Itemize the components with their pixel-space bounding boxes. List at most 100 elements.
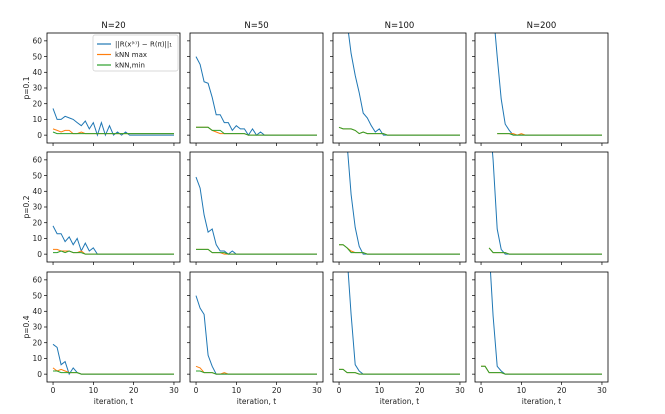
subplot-p=0.4-N=50: 0 10 20 30 iteration, t [187,271,324,406]
axes-frame [189,271,324,383]
x-axis-label: iteration, t [380,397,419,406]
x-axis-label: iteration, t [237,397,276,406]
series-line-kNN,min [339,368,460,375]
subplot-p=0.1-N=200: N=200 [472,21,609,146]
x-tick-label: 30 [169,386,179,395]
subplot-p=0.1-N=50: N=50 [187,21,324,146]
series-group [339,272,460,375]
subplot-p=0.4-N=200: 0 10 20 30 iteration, t [472,271,609,406]
column-title: N=100 [385,21,415,31]
y-tick-label: 30 [32,84,42,93]
series-group [195,295,317,375]
y-tick-label: 20 [32,218,42,227]
row-label: p=0.2 [22,195,31,218]
y-tick-label: 10 [32,234,42,243]
x-tick-label: 20 [272,386,282,395]
series-line-kNN,min [196,248,317,255]
series-group [488,152,602,255]
series-line-kNN,min [488,247,602,255]
y-tick-label: 50 [32,52,42,61]
series-line-||R(x⁽ᵗ⁾)-−-R(π)||₁ [489,272,602,375]
y-tick-label: 30 [32,323,42,332]
y-tick-label: 30 [32,203,42,212]
series-group [52,108,174,137]
series-line-kNN,min [53,370,174,375]
axes-frame [474,271,609,383]
subplot-p=0.2-N=100 [330,151,467,265]
y-tick-label: 10 [32,115,42,124]
subplot-p=0.2-N=200 [472,151,609,265]
x-tick-label: 30 [455,386,465,395]
subplot-p=0.2-N=20: 0 10 20 30 40 50 60 p=0.2 [22,151,181,265]
series-line-kNN,min [53,250,174,255]
x-tick-label: 10 [232,386,242,395]
series-group [52,225,174,255]
axes-frame [189,151,324,263]
y-tick-label: 60 [32,156,42,165]
legend-entry-label: kNN,min [115,62,145,70]
subplot-p=0.4-N=20: 0 10 20 30 0 10 20 30 40 50 60 p=0.4 iteration, t [22,271,181,406]
axes-frame [332,271,467,383]
subplot-p=0.1-N=20: 0 10 20 30 40 50 60 N=20 p=0.1 ||R(x⁽ᵗ⁾) − R(π)||… [22,21,181,146]
legend-entry-label: ||R(x⁽ᵗ⁾) − R(π)||₁ [115,41,172,49]
x-tick-label: 10 [517,386,527,395]
x-tick-label: 30 [597,386,607,395]
x-tick-label: 0 [479,386,484,395]
subplot-p=0.4-N=100: 0 10 20 30 iteration, t [330,271,467,406]
series-line-kNN-max [338,126,460,136]
series-line-||R(x⁽ᵗ⁾)-−-R(π)||₁ [52,225,174,255]
row-label: p=0.1 [22,76,31,99]
x-tick-label: 10 [375,386,385,395]
x-tick-label: 0 [194,386,199,395]
series-line-kNN-max [196,248,317,255]
y-tick-label: 10 [32,354,42,363]
legend-entry-label: kNN max [115,51,147,59]
series-line-kNN,min [481,365,602,375]
y-tick-label: 60 [32,37,42,46]
x-tick-label: 10 [89,386,99,395]
subplot-p=0.2-N=50 [187,151,324,265]
x-tick-label: 0 [51,386,56,395]
legend: ||R(x⁽ᵗ⁾) − R(π)||₁ kNN max kNN,min [92,34,179,72]
series-line-kNN,min [339,244,460,255]
series-line-||R(x⁽ᵗ⁾)-−-R(π)||₁ [347,272,460,375]
y-tick-label: 20 [32,99,42,108]
series-line-kNN-max [52,128,174,135]
axes-frame [474,32,609,144]
series-group [494,33,602,136]
y-tick-label: 50 [32,291,42,300]
x-tick-label: 20 [415,386,425,395]
x-axis-label: iteration, t [94,397,133,406]
axes-frame [46,151,181,263]
series-group [481,272,602,375]
series-group [52,343,174,376]
axes-frame [332,32,467,144]
y-tick-label: 20 [32,338,42,347]
series-group [195,176,317,255]
series-line-kNN,min [196,126,317,136]
series-line-kNN-max [196,126,317,136]
x-tick-label: 30 [312,386,322,395]
y-tick-label: 60 [32,276,42,285]
series-line-||R(x⁽ᵗ⁾)-−-R(π)||₁ [195,295,317,375]
series-group [339,152,460,255]
series-group [338,33,460,136]
y-tick-label: 0 [37,131,42,140]
x-axis-label: iteration, t [522,397,561,406]
column-title: N=50 [244,21,268,31]
row-label: p=0.4 [22,315,31,338]
series-line-kNN,min [52,131,174,135]
y-tick-label: 40 [32,187,42,196]
series-line-kNN,min [497,133,602,136]
axes-frame [474,151,609,263]
x-tick-label: 20 [129,386,139,395]
series-line-||R(x⁽ᵗ⁾)-−-R(π)||₁ [195,176,317,255]
series-line-||R(x⁽ᵗ⁾)-−-R(π)||₁ [52,343,174,376]
y-tick-label: 0 [37,370,42,379]
x-tick-label: 0 [337,386,342,395]
series-line-kNN,min [338,126,460,136]
series-line-kNN,min [196,370,317,375]
series-line-||R(x⁽ᵗ⁾)-−-R(π)||₁ [347,152,460,255]
series-line-||R(x⁽ᵗ⁾)-−-R(π)||₁ [491,152,602,255]
